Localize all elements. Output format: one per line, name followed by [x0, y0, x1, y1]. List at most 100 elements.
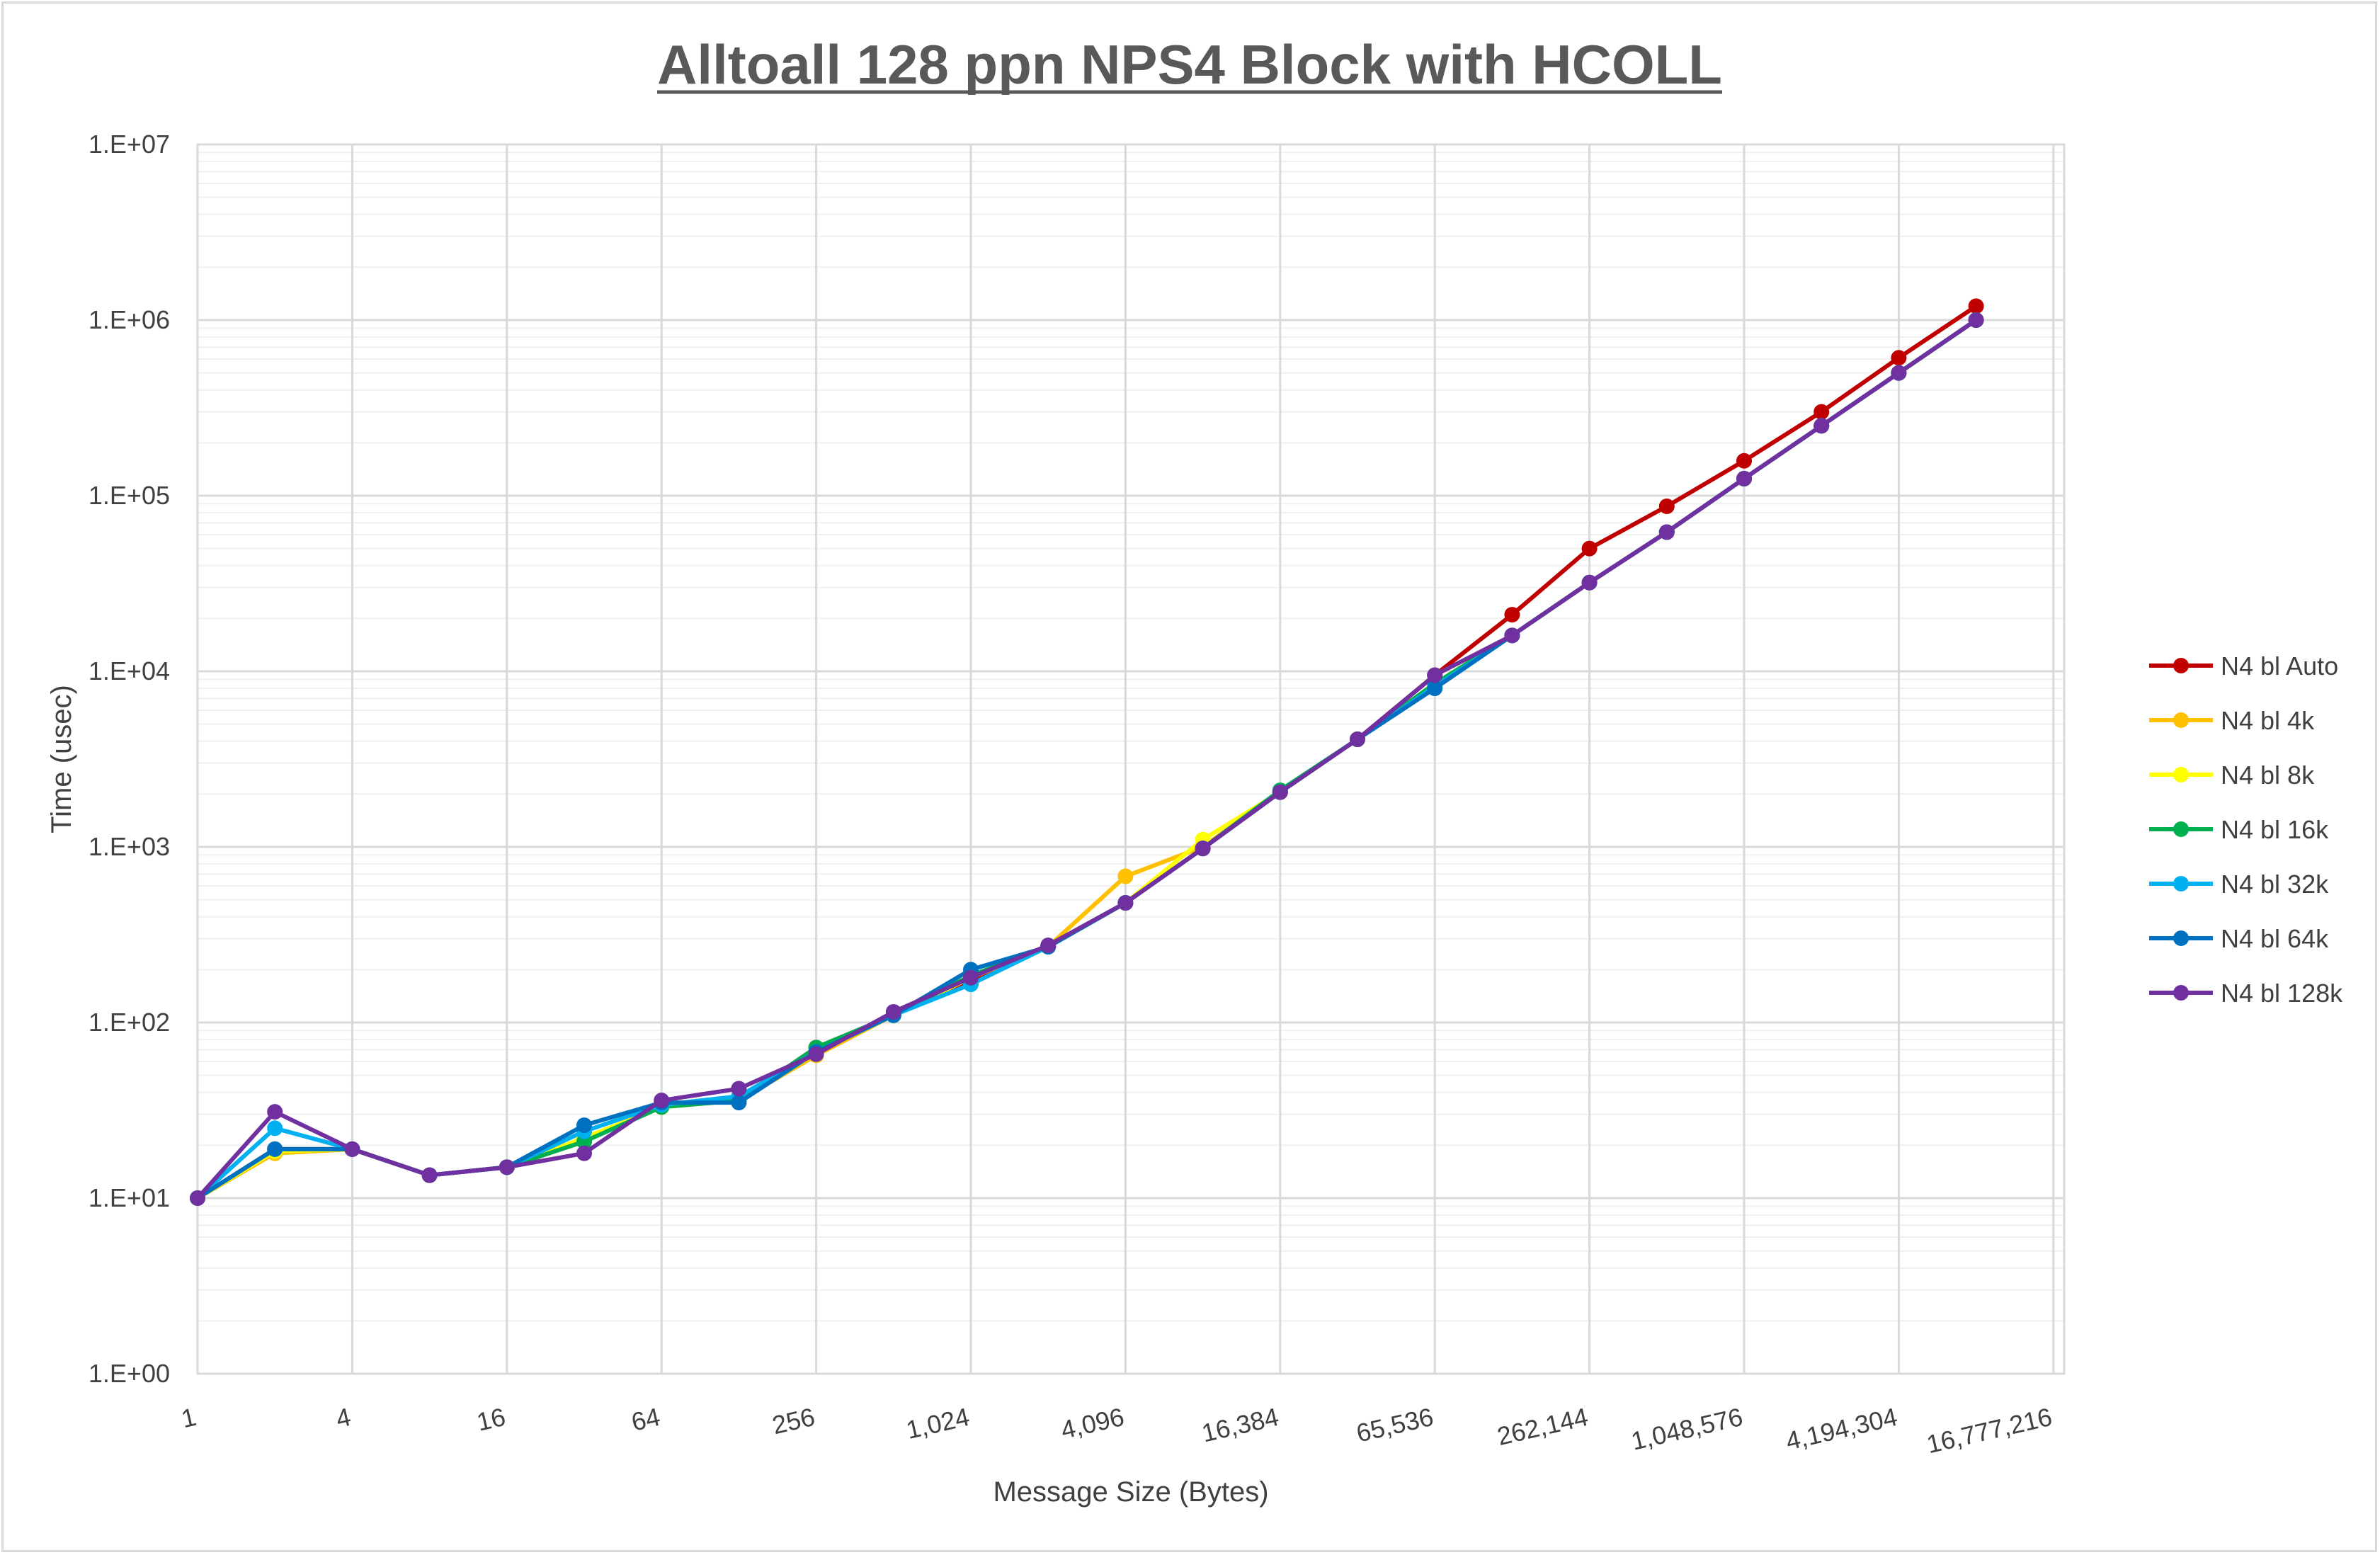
series-n4-bl-64k	[190, 312, 1984, 1206]
chart-title: Alltoall 128 ppn NPS4 Block with HCOLL	[657, 33, 1722, 96]
data-point-n4-bl-128k	[1814, 418, 1830, 434]
y-axis-ticks: 1.E+00 1.E+01 1.E+02 1.E+03 1.E+04 1.E+05 1.E+…	[89, 130, 170, 1388]
legend-item-n4-bl-4k: N4 bl 4k	[2149, 706, 2315, 735]
y-tick-label: 1.E+06	[89, 305, 170, 334]
y-tick-label: 1.E+07	[89, 130, 170, 159]
data-point-n4-bl-128k	[1891, 365, 1907, 381]
data-point-n4-bl-128k	[1504, 627, 1520, 644]
series-line-n4-bl-128k	[195, 318, 1978, 1200]
x-gridlines	[196, 144, 2055, 1374]
data-point-n4-bl-auto	[1658, 498, 1675, 514]
data-point-n4-bl-auto	[1504, 607, 1520, 623]
x-tick-label: 4,194,304	[1783, 1402, 1900, 1456]
x-tick-label: 16,384	[1199, 1402, 1282, 1448]
data-point-n4-bl-128k	[1581, 574, 1598, 591]
data-point-n4-bl-128k	[1350, 731, 1365, 748]
legend-label: N4 bl Auto	[2221, 651, 2338, 680]
x-tick-label: 1,024	[904, 1402, 972, 1445]
data-point-n4-bl-128k	[190, 1190, 205, 1206]
series-n4-bl-32k	[190, 312, 1984, 1206]
data-point-n4-bl-auto	[1581, 540, 1598, 557]
data-point-n4-bl-128k	[1195, 841, 1211, 857]
legend-item-n4-bl-16k: N4 bl 16k	[2149, 815, 2329, 844]
x-tick-label: 4,096	[1058, 1402, 1127, 1445]
y-tick-label: 1.E+00	[89, 1359, 170, 1388]
data-point-n4-bl-128k	[421, 1167, 438, 1183]
data-point-n4-bl-128k	[731, 1081, 747, 1097]
legend-swatch-marker	[2173, 712, 2189, 728]
data-point-n4-bl-128k	[1427, 667, 1443, 683]
legend-swatch-marker	[2173, 985, 2189, 1001]
data-point-n4-bl-128k	[963, 969, 979, 986]
series-n4-bl-auto	[190, 298, 1984, 1206]
y-tick-label: 1.E+04	[89, 656, 170, 685]
y-tick-label: 1.E+02	[89, 1008, 170, 1037]
y-tick-label: 1.E+05	[89, 481, 170, 510]
data-point-n4-bl-128k	[1658, 524, 1675, 540]
data-point-n4-bl-auto	[1814, 404, 1830, 420]
legend-label: N4 bl 4k	[2221, 706, 2315, 735]
data-point-n4-bl-128k	[1968, 312, 1984, 328]
data-point-n4-bl-4k	[1117, 868, 1134, 884]
x-axis-ticks: 1 4 16 64 256 1,024 4,096 16,384 65,536 262,144 1,…	[178, 1402, 2055, 1459]
grid-major	[198, 143, 2064, 1375]
data-point-n4-bl-auto	[1736, 452, 1752, 469]
data-point-n4-bl-128k	[576, 1145, 592, 1161]
series-line-n4-bl-auto	[196, 304, 1978, 1200]
y-tick-label: 1.E+03	[89, 832, 170, 861]
legend-label: N4 bl 128k	[2221, 979, 2343, 1008]
data-point-n4-bl-128k	[344, 1141, 360, 1157]
x-tick-label: 1	[178, 1402, 199, 1433]
data-point-n4-bl-128k	[1736, 470, 1752, 486]
legend-label: N4 bl 16k	[2221, 815, 2329, 844]
legend-swatch-marker	[2173, 821, 2189, 837]
series-line-n4-bl-64k	[196, 318, 1978, 1200]
x-tick-label: 256	[770, 1402, 818, 1440]
data-point-n4-bl-32k	[267, 1120, 283, 1137]
x-tick-label: 16,777,216	[1924, 1402, 2055, 1459]
series-line-n4-bl-4k	[196, 318, 1978, 1200]
x-tick-label: 16	[474, 1402, 508, 1437]
legend-item-n4-bl-64k: N4 bl 64k	[2149, 924, 2329, 953]
data-point-n4-bl-128k	[267, 1104, 283, 1120]
x-tick-label: 1,048,576	[1629, 1402, 1746, 1456]
legend-label: N4 bl 32k	[2221, 870, 2329, 899]
legend: N4 bl Auto N4 bl 4k N4 bl 8k N4 bl 16k N4 bl…	[2149, 651, 2343, 1008]
legend-swatch-marker	[2173, 930, 2189, 946]
plot-area-border	[196, 143, 2066, 1375]
legend-item-n4-bl-32k: N4 bl 32k	[2149, 870, 2329, 899]
y-axis-label: Time (usec)	[46, 685, 77, 833]
legend-item-n4-bl-128k: N4 bl 128k	[2149, 979, 2343, 1008]
series-n4-bl-128k	[190, 312, 1984, 1206]
legend-swatch-marker	[2173, 767, 2189, 782]
series-line-n4-bl-16k	[196, 318, 1978, 1200]
series-n4-bl-16k	[190, 312, 1984, 1206]
series-n4-bl-4k	[190, 312, 1984, 1206]
series-line-n4-bl-32k	[195, 318, 1978, 1200]
data-point-n4-bl-64k	[267, 1141, 283, 1157]
series-layer	[190, 298, 1984, 1206]
legend-item-n4-bl-auto: N4 bl Auto	[2149, 651, 2338, 680]
series-line-n4-bl-8k	[196, 318, 1978, 1200]
data-point-n4-bl-128k	[654, 1093, 670, 1109]
data-point-n4-bl-128k	[1040, 938, 1057, 954]
legend-label: N4 bl 64k	[2221, 924, 2329, 953]
data-point-n4-bl-64k	[731, 1095, 747, 1111]
x-axis-label: Message Size (Bytes)	[993, 1476, 1268, 1508]
x-tick-label: 65,536	[1353, 1402, 1436, 1448]
grid-minor	[198, 152, 2064, 1322]
legend-swatch-marker	[2173, 876, 2189, 892]
data-point-n4-bl-auto	[1891, 350, 1907, 366]
x-tick-label: 262,144	[1494, 1402, 1590, 1451]
data-point-n4-bl-128k	[1272, 784, 1288, 800]
data-point-n4-bl-128k	[808, 1046, 824, 1062]
data-point-n4-bl-auto	[1968, 298, 1984, 314]
data-point-n4-bl-64k	[576, 1117, 592, 1134]
legend-item-n4-bl-8k: N4 bl 8k	[2149, 761, 2315, 790]
y-tick-label: 1.E+01	[89, 1183, 170, 1212]
data-point-n4-bl-64k	[1427, 680, 1443, 697]
legend-swatch-marker	[2173, 658, 2189, 673]
data-point-n4-bl-128k	[1117, 895, 1134, 911]
